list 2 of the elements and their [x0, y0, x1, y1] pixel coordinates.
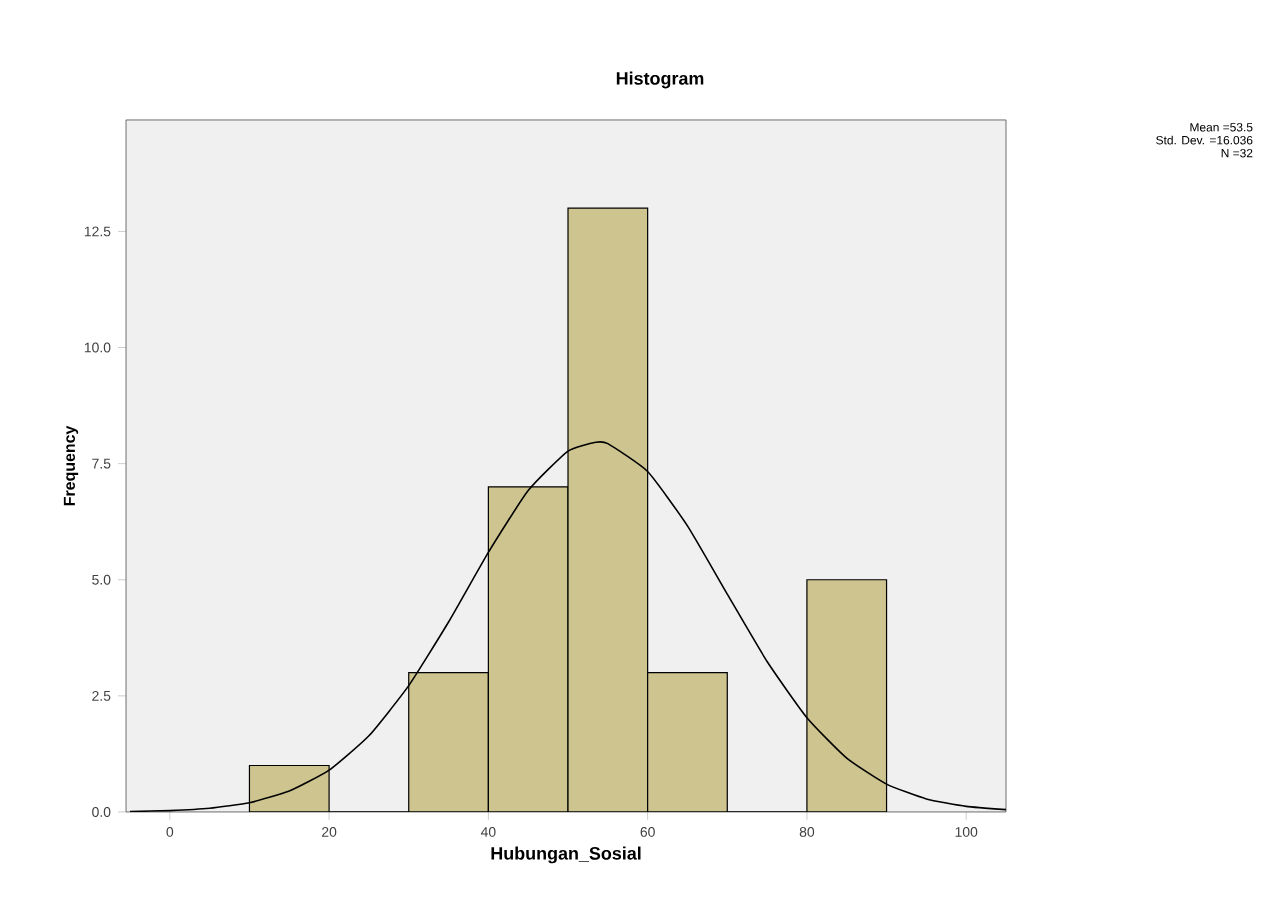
x-axis-title: Hubungan_Sosial	[491, 846, 641, 864]
chart-title: Histogram	[616, 71, 704, 89]
